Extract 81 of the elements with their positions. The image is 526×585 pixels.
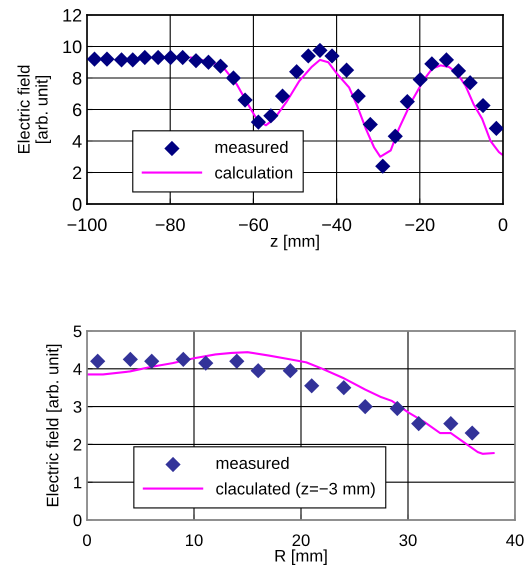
point xyxy=(304,378,320,394)
point xyxy=(137,50,152,66)
point xyxy=(400,94,415,110)
point xyxy=(176,352,191,367)
legend-label: measured xyxy=(216,456,289,470)
x-axis-title: R [mm] xyxy=(276,549,327,565)
y-tick-label: 2 xyxy=(74,438,82,450)
point xyxy=(175,50,190,66)
x-axis-title: z [mm] xyxy=(270,234,319,250)
y-tick-label: 1 xyxy=(74,476,82,488)
point xyxy=(226,70,242,86)
y-axis-title: Electric field [arb. unit] xyxy=(17,66,51,154)
point xyxy=(362,116,378,132)
point xyxy=(125,52,140,68)
point xyxy=(229,354,244,369)
point xyxy=(464,425,480,441)
point xyxy=(274,88,290,104)
point xyxy=(450,63,466,79)
y-axis-title: Electric field [arb. unit] xyxy=(46,344,62,506)
point xyxy=(122,352,138,367)
x-tick-label: 0 xyxy=(498,218,508,232)
x-tick-label: 30 xyxy=(399,534,417,546)
y-tick-label: 10 xyxy=(63,40,82,54)
point xyxy=(338,62,354,78)
point xyxy=(390,400,405,416)
x-tick-label: −100 xyxy=(68,218,107,232)
point xyxy=(250,363,266,378)
x-tick-label: 20 xyxy=(292,534,310,546)
point xyxy=(388,128,403,144)
point xyxy=(87,51,102,67)
point xyxy=(424,56,440,72)
x-tick-label: −20 xyxy=(405,218,434,232)
y-tick-label: 8 xyxy=(72,72,82,85)
point xyxy=(237,92,253,108)
point xyxy=(250,114,266,130)
point xyxy=(443,416,458,432)
y-tick-label: 0 xyxy=(72,198,82,211)
point xyxy=(282,363,298,378)
point xyxy=(312,42,328,58)
point xyxy=(144,354,160,369)
point xyxy=(212,58,228,74)
point xyxy=(336,380,352,396)
point xyxy=(300,48,316,64)
point xyxy=(462,75,478,90)
y-tick-label: 6 xyxy=(73,103,82,116)
legend-label: calculation xyxy=(215,166,292,179)
point xyxy=(150,50,166,66)
point xyxy=(375,158,390,174)
point xyxy=(324,48,340,64)
point xyxy=(114,52,130,68)
point xyxy=(198,356,214,371)
point xyxy=(90,354,106,369)
legend-label: measured xyxy=(216,140,288,154)
legend-label: claculated (z=−3 mm) xyxy=(216,482,375,498)
point xyxy=(350,88,366,104)
x-tick-label: 0 xyxy=(83,534,91,546)
x-tick-label: 40 xyxy=(506,534,524,546)
x-tick-label: −40 xyxy=(322,218,352,232)
point xyxy=(438,52,454,68)
y-tick-label: 0 xyxy=(74,514,82,526)
point xyxy=(200,54,216,70)
y-tick-label: 2 xyxy=(73,166,82,180)
point xyxy=(411,416,426,432)
point xyxy=(289,64,304,80)
x-tick-label: −80 xyxy=(156,218,185,232)
point xyxy=(263,108,278,124)
point xyxy=(163,50,178,66)
y-tick-label: 3 xyxy=(74,401,82,413)
x-tick-label: 10 xyxy=(186,534,203,546)
point xyxy=(99,51,115,67)
point xyxy=(475,98,491,114)
y-tick-label: 4 xyxy=(73,363,82,375)
point xyxy=(188,53,204,68)
x-tick-label: −60 xyxy=(238,218,268,232)
y-tick-label: 12 xyxy=(63,8,82,22)
line-series xyxy=(87,351,495,455)
point xyxy=(488,120,503,136)
y-tick-label: 4 xyxy=(72,135,82,148)
y-tick-label: 5 xyxy=(74,326,82,338)
point xyxy=(412,72,428,88)
point xyxy=(358,398,373,414)
